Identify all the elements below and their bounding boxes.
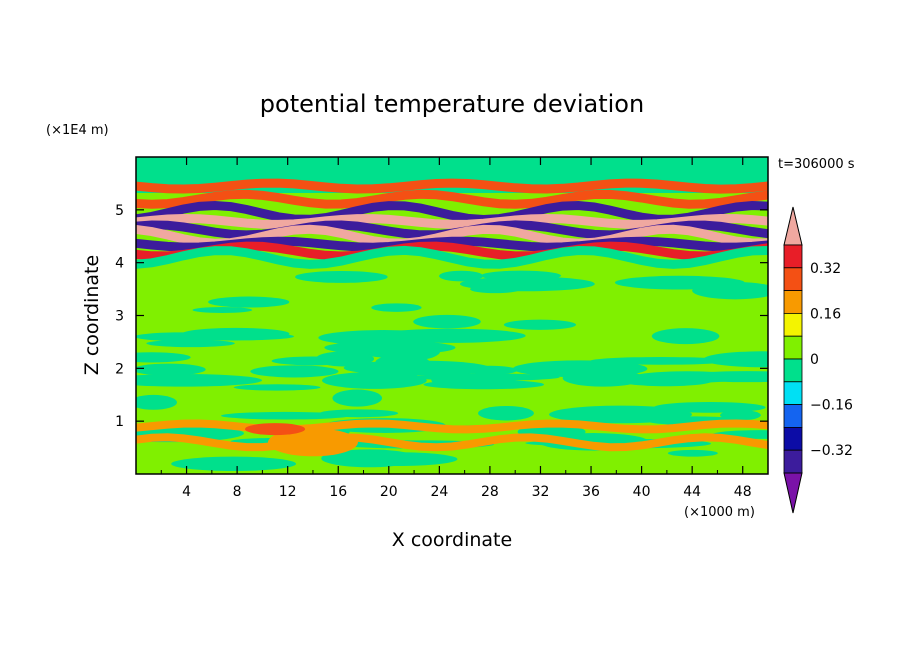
- colorbar-segment: [783, 335, 803, 360]
- contour-band: [136, 189, 768, 209]
- colorbar-segment: [783, 449, 803, 474]
- y-axis-label: Z coordinate: [81, 255, 103, 375]
- contour-band: [136, 241, 768, 261]
- plot-area: [136, 157, 768, 474]
- contour-band: [136, 433, 768, 452]
- colorbar-segment: [783, 312, 803, 337]
- warm-anomaly: [267, 428, 358, 457]
- y-tick-label: 5: [115, 203, 124, 219]
- field-patch: [549, 405, 693, 424]
- y-axis: 1 2 3 4 5: [115, 203, 768, 430]
- field-patch: [250, 365, 339, 378]
- field-patch: [692, 281, 768, 300]
- x-axis-label: X coordinate: [392, 529, 512, 551]
- field-patch: [411, 373, 560, 381]
- x-tick-label: 48: [734, 484, 752, 500]
- colorbar-tick-label: −0.32: [810, 443, 853, 459]
- field-patch: [332, 389, 383, 407]
- field-patch: [136, 394, 178, 410]
- colorbar-max-triangle: [783, 206, 803, 246]
- x-tick-label: 32: [532, 484, 550, 500]
- field-patch: [720, 410, 761, 421]
- field-patch: [423, 379, 545, 390]
- y-tick-label: 4: [115, 256, 124, 272]
- field-patch: [413, 314, 481, 329]
- x-axis: 4 8 12 16 20 24 28 32 36 40 44 48: [160, 157, 752, 500]
- field-patch: [674, 371, 768, 383]
- field-patch: [512, 360, 648, 378]
- colorbar-segment: [783, 426, 803, 451]
- field-patch: [480, 270, 562, 281]
- x-tick-label: 8: [233, 484, 242, 500]
- x-tick-label: 20: [380, 484, 398, 500]
- y-tick-label: 2: [115, 361, 124, 377]
- field-patch: [667, 449, 718, 457]
- x-tick-label: 36: [582, 484, 600, 500]
- field-patch: [233, 384, 321, 391]
- contour-band: [136, 245, 768, 269]
- field-patch: [136, 363, 206, 376]
- time-label: t=306000 s: [778, 157, 855, 172]
- field-patch: [343, 360, 490, 376]
- field-patch: [136, 352, 191, 363]
- colorbar-tick-label: 0.32: [810, 261, 841, 277]
- field-patch: [319, 409, 399, 418]
- field-patch: [192, 306, 253, 314]
- field-patch: [703, 351, 768, 368]
- x-tick-label: 12: [279, 484, 297, 500]
- y-tick-label: 3: [115, 309, 124, 325]
- colorbar-tick-label: 0.16: [810, 306, 841, 322]
- y-unit-label: (×1E4 m): [46, 123, 109, 138]
- colorbar-segment: [783, 244, 803, 269]
- x-tick-label: 4: [182, 484, 191, 500]
- contour-bands: [136, 178, 768, 457]
- field-patch: [371, 303, 422, 312]
- field-patch: [208, 296, 290, 308]
- x-unit-label: (×1000 m): [684, 505, 755, 520]
- field-patch: [439, 270, 484, 282]
- field-patch: [321, 372, 427, 389]
- field-patch: [318, 330, 449, 346]
- colorbar-tick-label: 0: [810, 352, 819, 368]
- colorbar-min-triangle: [783, 472, 803, 514]
- colorbar-segment: [783, 267, 803, 291]
- field-patch: [321, 449, 418, 468]
- field-patch: [221, 411, 351, 420]
- warm-anomaly-core: [245, 423, 306, 436]
- field-patch: [171, 456, 297, 472]
- contour-band: [136, 213, 768, 229]
- contour-band: [136, 178, 768, 194]
- x-tick-label: 24: [430, 484, 448, 500]
- x-tick-label: 16: [329, 484, 347, 500]
- contour-band: [136, 419, 768, 434]
- field-patch: [271, 356, 354, 366]
- chart-title: potential temperature deviation: [260, 90, 644, 118]
- colorbar-segment: [783, 358, 803, 383]
- y-tick-label: 1: [115, 414, 124, 430]
- colorbar-segment: [783, 381, 803, 405]
- field-patch: [653, 402, 766, 413]
- colorbar: 0.32 0.16 0 −0.16 −0.32: [783, 206, 853, 514]
- colorbar-tick-label: −0.16: [810, 398, 853, 414]
- field-patch: [136, 373, 263, 387]
- field-patch: [478, 405, 534, 421]
- field-patch: [295, 270, 388, 283]
- colorbar-segment: [783, 290, 803, 314]
- field-patch: [146, 339, 235, 348]
- field-patch: [503, 319, 577, 330]
- field-patch: [459, 276, 595, 292]
- field-patch: [172, 332, 295, 341]
- x-tick-label: 40: [633, 484, 651, 500]
- x-tick-label: 44: [683, 484, 701, 500]
- colorbar-segment: [783, 404, 803, 428]
- x-tick-label: 28: [481, 484, 499, 500]
- field-patch: [651, 328, 720, 345]
